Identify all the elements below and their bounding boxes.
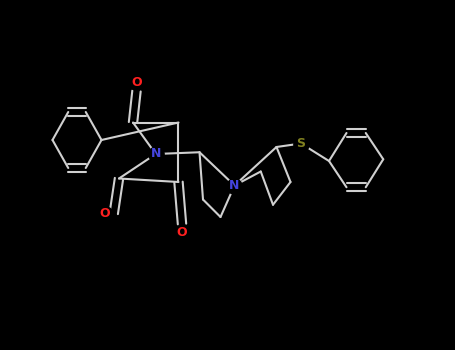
Text: O: O	[100, 207, 110, 220]
Text: N: N	[151, 147, 161, 161]
Text: N: N	[229, 179, 240, 192]
Text: O: O	[177, 226, 187, 239]
Text: O: O	[131, 76, 142, 89]
Text: S: S	[297, 137, 305, 150]
